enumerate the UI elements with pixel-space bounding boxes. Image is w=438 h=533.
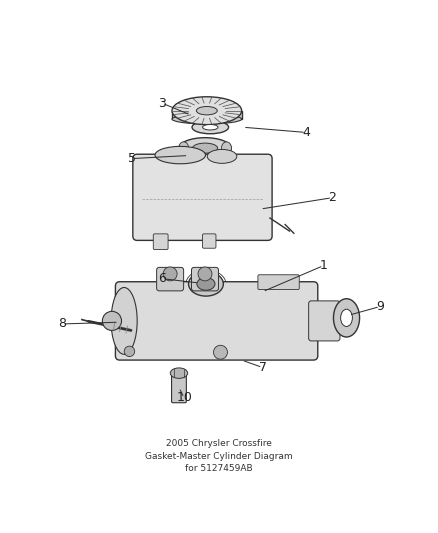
Ellipse shape: [198, 267, 212, 281]
Ellipse shape: [188, 272, 223, 296]
Ellipse shape: [203, 125, 218, 130]
Text: 6: 6: [159, 272, 166, 285]
Ellipse shape: [193, 143, 218, 153]
Text: 9: 9: [376, 300, 384, 313]
Text: 7: 7: [258, 361, 266, 374]
FancyBboxPatch shape: [258, 275, 299, 289]
FancyBboxPatch shape: [172, 374, 186, 403]
Ellipse shape: [222, 142, 231, 155]
Ellipse shape: [341, 309, 353, 327]
Ellipse shape: [111, 287, 137, 354]
Text: 5: 5: [128, 152, 136, 165]
Ellipse shape: [172, 97, 242, 125]
Polygon shape: [172, 111, 242, 119]
FancyBboxPatch shape: [157, 268, 184, 291]
Ellipse shape: [155, 147, 205, 164]
Text: 3: 3: [159, 97, 166, 110]
Ellipse shape: [163, 267, 177, 281]
Ellipse shape: [179, 142, 189, 155]
Text: 2005 Chrysler Crossfire
Gasket-Master Cylinder Diagram
for 5127459AB: 2005 Chrysler Crossfire Gasket-Master Cy…: [145, 439, 293, 473]
Ellipse shape: [124, 346, 134, 357]
FancyBboxPatch shape: [191, 268, 219, 291]
Ellipse shape: [172, 114, 242, 124]
Ellipse shape: [197, 278, 215, 290]
FancyBboxPatch shape: [202, 234, 216, 248]
Ellipse shape: [213, 345, 227, 359]
Text: 1: 1: [319, 259, 327, 272]
Text: 2: 2: [328, 191, 336, 204]
Ellipse shape: [179, 138, 231, 158]
Ellipse shape: [102, 311, 121, 330]
Ellipse shape: [333, 298, 360, 337]
Polygon shape: [179, 148, 231, 159]
Text: 8: 8: [58, 318, 66, 330]
Text: 10: 10: [176, 391, 192, 405]
Ellipse shape: [170, 368, 187, 378]
Ellipse shape: [196, 107, 217, 115]
FancyBboxPatch shape: [116, 282, 318, 360]
FancyBboxPatch shape: [309, 301, 340, 341]
FancyBboxPatch shape: [153, 234, 168, 249]
Ellipse shape: [207, 149, 237, 163]
FancyBboxPatch shape: [133, 154, 272, 240]
Ellipse shape: [192, 120, 229, 134]
Text: 4: 4: [302, 126, 310, 139]
